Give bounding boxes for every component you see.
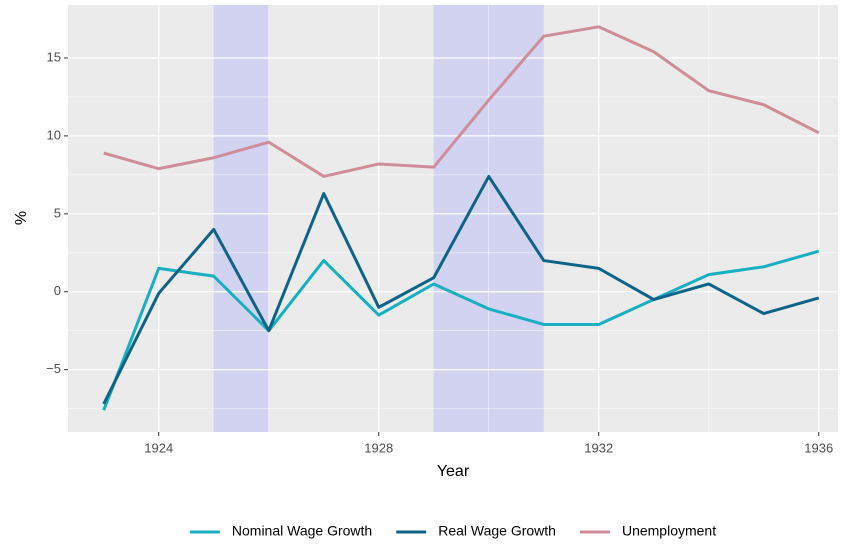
x-tick-label: 1924: [144, 440, 173, 455]
series-line: [102, 249, 820, 411]
series-line: [103, 25, 820, 178]
legend-label: Unemployment: [622, 523, 716, 539]
y-tick-label: 0: [54, 283, 61, 298]
x-tick-label: 1936: [804, 440, 833, 455]
y-tick-label: 10: [47, 127, 61, 142]
y-axis-title: %: [13, 211, 30, 225]
legend-label: Nominal Wage Growth: [232, 523, 372, 539]
y-tick-label: 15: [47, 49, 61, 64]
x-tick-label: 1932: [584, 440, 613, 455]
shaded-range: [213, 5, 269, 432]
legend-label: Real Wage Growth: [438, 523, 556, 539]
y-tick-label: −5: [46, 361, 61, 376]
x-axis-title: Year: [437, 463, 470, 480]
y-tick-label: 5: [54, 205, 61, 220]
series-line: [102, 174, 820, 405]
x-tick-label: 1928: [364, 440, 393, 455]
